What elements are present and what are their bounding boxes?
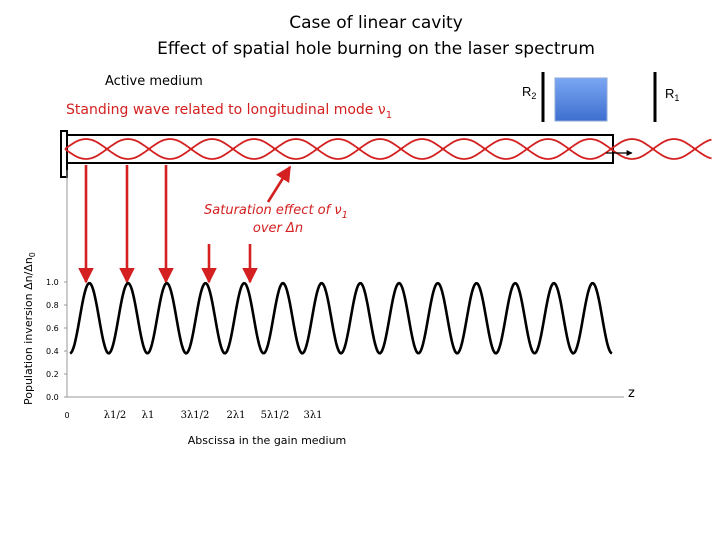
x-tick-label: λ1: [142, 410, 155, 421]
gain-medium-block: [554, 77, 608, 122]
y-ticks: 0.0 0.2 0.4 0.6 0.8 1.0: [46, 278, 67, 402]
x-axis-label: Abscissa in the gain medium: [188, 434, 347, 447]
population-inversion-curve: [69, 281, 613, 355]
standing-wave-label: Standing wave related to longitudinal mo…: [66, 102, 392, 121]
y-tick-label: 0.8: [46, 301, 59, 310]
saturation-label-line-2: over Δn: [253, 221, 303, 236]
standing-wave-mode: [64, 138, 712, 160]
title-line-2: Effect of spatial hole burning on the la…: [157, 39, 595, 59]
y-tick-label: 0.4: [46, 347, 59, 356]
x-tick-label: 2λ1: [226, 410, 245, 421]
cavity-end-cap: [60, 130, 68, 178]
y-tick-label: 1.0: [46, 278, 59, 287]
standing-wave-branch-2: [64, 138, 712, 160]
x-tick-label: 0: [64, 411, 69, 420]
y-tick-label: 0.6: [46, 324, 59, 333]
saturation-arrows: [78, 165, 292, 284]
mirror-r1-label: R1: [665, 86, 679, 103]
saturation-label-line-1: Saturation effect of ν1: [204, 203, 348, 221]
x-tick-label: 3λ1/2: [181, 410, 210, 421]
x-ticks: 0 λ1/2 λ1 3λ1/2 2λ1 5λ1/2 3λ1: [64, 410, 322, 421]
z-axis-label: z: [628, 386, 635, 401]
y-axis-label: Population inversion Δn/Δn0: [22, 252, 37, 405]
x-tick-label: 5λ1/2: [261, 410, 290, 421]
title-line-1: Case of linear cavity: [289, 13, 463, 33]
standing-wave-branch-1: [64, 138, 712, 160]
y-tick-label: 0.0: [46, 393, 59, 402]
mirror-r2-label: R2: [522, 84, 536, 101]
y-tick-label: 0.2: [46, 370, 59, 379]
x-tick-label: λ1/2: [104, 410, 126, 421]
saturation-pointer-arrow: [266, 165, 292, 203]
active-medium-label: Active medium: [105, 74, 203, 89]
x-tick-label: 3λ1: [303, 410, 322, 421]
